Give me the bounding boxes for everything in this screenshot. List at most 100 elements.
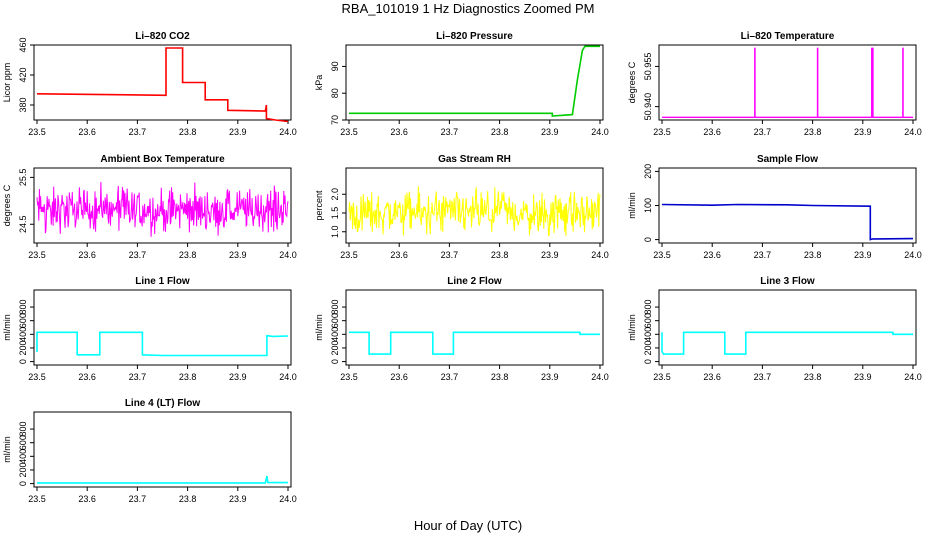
y-tick-label: 800 [643,300,653,315]
y-tick-label: 380 [18,97,28,112]
series-line [349,45,600,117]
x-tick-label: 24.0 [279,494,297,504]
y-tick-label: 1.5 [330,207,340,220]
x-tick-label: 23.6 [390,127,408,137]
y-tick-label: 80 [330,88,340,98]
y-tick-label: 600 [643,313,653,328]
x-tick-label: 23.8 [179,127,197,137]
series-line [348,186,601,237]
y-tick-label: 600 [18,313,28,328]
x-tick-label: 24.0 [279,372,297,382]
x-tick-label: 23.7 [754,250,772,260]
y-axis-label: degrees C [2,184,12,226]
x-tick-label: 23.5 [340,372,358,382]
panel-4: Ambient Box Temperature degrees C 23.5 23.6… [2,154,297,260]
x-tick-label: 23.8 [491,372,509,382]
x-tick-label: 24.0 [904,250,922,260]
x-tick-label: 23.8 [491,127,509,137]
x-tick-label: 23.9 [229,372,247,382]
x-tick-label: 23.6 [703,250,721,260]
series-line [661,203,914,241]
x-tick-label: 23.6 [390,250,408,260]
series-line [36,47,289,123]
y-tick-label: 200 [18,462,28,477]
x-tick-label: 23.8 [179,372,197,382]
x-tick-label: 23.9 [854,372,872,382]
y-tick-label: 90 [330,61,340,71]
x-tick-label: 23.8 [491,250,509,260]
y-tick-label: 600 [330,313,340,328]
y-tick-label: 400 [18,449,28,464]
y-tick-label: 400 [18,327,28,342]
x-tick-label: 23.7 [129,127,147,137]
x-tick-label: 23.9 [541,127,559,137]
x-tick-label: 24.0 [591,250,609,260]
panel-2: Li–820 Pressure kPa 23.5 23.6 23.7 23.8 23.9 24… [314,31,609,137]
y-tick-label: 50.940 [643,93,653,121]
x-axis-label: Hour of Day (UTC) [413,518,523,533]
plot-frame [345,289,604,366]
x-tick-label: 23.7 [754,127,772,137]
y-tick-label: 70 [330,115,340,125]
y-tick-label: 50.955 [643,53,653,81]
y-axis-label: ml/min [314,314,324,341]
series-line [36,181,289,237]
plot-frame [33,411,292,488]
x-tick-label: 23.6 [78,372,96,382]
x-tick-label: 24.0 [279,127,297,137]
x-tick-label: 23.5 [340,250,358,260]
panel-10: Line 4 (LT) Flow ml/min 23.5 23.6 23.7 23.8 23… [2,398,297,504]
x-tick-label: 23.9 [854,127,872,137]
y-axis-label: ml/min [2,314,12,341]
x-tick-label: 23.6 [703,127,721,137]
panel-title: Li–820 CO2 [135,31,190,42]
y-tick-label: 400 [330,327,340,342]
panel-title: Li–820 Pressure [436,31,513,42]
y-tick-label: 800 [18,300,28,315]
x-tick-label: 23.7 [441,127,459,137]
x-tick-label: 23.6 [703,372,721,382]
y-tick-label: 100 [643,198,653,213]
x-tick-label: 23.6 [78,250,96,260]
panel-title: Sample Flow [757,154,818,165]
x-tick-label: 23.7 [754,372,772,382]
panel-title: Line 2 Flow [447,276,502,287]
panel-title: Gas Stream RH [438,154,511,165]
y-axis-label: ml/min [627,192,637,219]
y-tick-label: 420 [18,67,28,82]
panel-5: Gas Stream RH percent 23.5 23.6 23.7 23.8 23.9… [314,154,609,260]
x-tick-label: 23.5 [653,127,671,137]
x-tick-label: 23.5 [28,127,46,137]
panel-8: Line 2 Flow ml/min 23.5 23.6 23.7 23.8 23.9 24.… [314,276,609,382]
x-tick-label: 23.9 [229,250,247,260]
y-tick-label: 0 [18,359,28,364]
plot-frame [658,289,917,366]
x-tick-label: 23.9 [541,250,559,260]
y-tick-label: 200 [643,164,653,179]
y-tick-label: 200 [643,340,653,355]
y-tick-label: 400 [643,327,653,342]
x-tick-label: 23.7 [129,250,147,260]
x-tick-label: 23.8 [179,494,197,504]
y-tick-label: 1.0 [330,225,340,238]
y-axis-label: Licor ppm [2,63,12,103]
x-tick-label: 23.9 [229,494,247,504]
y-tick-label: 200 [330,340,340,355]
plot-frame [345,44,604,121]
x-tick-label: 23.5 [28,372,46,382]
x-tick-label: 24.0 [904,127,922,137]
plot-frame [33,44,292,121]
y-tick-label: 25.5 [18,169,28,187]
y-tick-label: 0 [18,481,28,486]
y-axis-label: degrees C [627,61,637,103]
y-tick-label: 2.0 [330,188,340,201]
x-tick-label: 23.7 [441,372,459,382]
x-tick-label: 24.0 [279,250,297,260]
panel-7: Line 1 Flow ml/min 23.5 23.6 23.7 23.8 23.9 24.… [2,276,297,382]
x-tick-label: 23.5 [340,127,358,137]
y-axis-label: ml/min [2,436,12,463]
x-tick-label: 23.7 [129,372,147,382]
y-tick-label: 0 [643,237,653,242]
panel-title: Line 3 Flow [760,276,815,287]
